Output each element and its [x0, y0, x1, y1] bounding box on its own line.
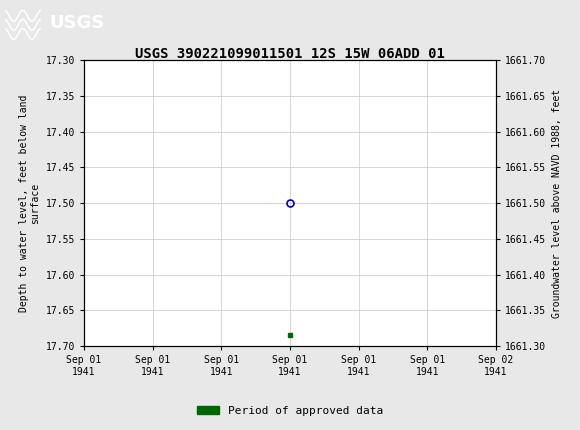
Y-axis label: Groundwater level above NAVD 1988, feet: Groundwater level above NAVD 1988, feet [552, 89, 561, 318]
Text: USGS 390221099011501 12S 15W 06ADD 01: USGS 390221099011501 12S 15W 06ADD 01 [135, 47, 445, 61]
Text: USGS: USGS [49, 14, 104, 31]
Y-axis label: Depth to water level, feet below land
surface: Depth to water level, feet below land su… [19, 95, 40, 312]
Legend: Period of approved data: Period of approved data [193, 401, 387, 420]
